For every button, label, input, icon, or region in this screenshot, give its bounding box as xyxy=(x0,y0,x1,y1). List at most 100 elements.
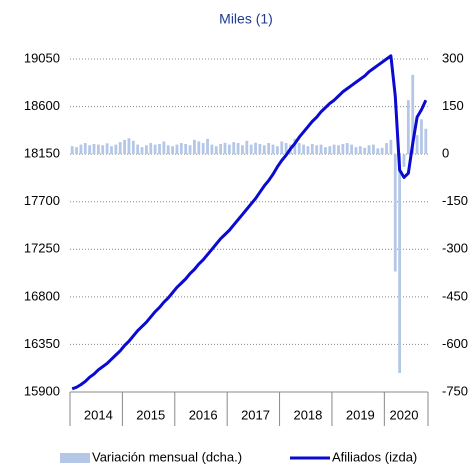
bar xyxy=(302,144,305,155)
bar xyxy=(324,147,327,155)
bar xyxy=(415,135,419,155)
bar xyxy=(110,146,113,155)
x-tick-label: 2019 xyxy=(346,407,375,422)
x-tick-label: 2014 xyxy=(84,407,113,422)
bar xyxy=(70,146,74,155)
bar xyxy=(75,147,78,155)
y-tick-label: 19050 xyxy=(24,50,60,65)
bar xyxy=(398,154,402,373)
bar xyxy=(96,144,100,155)
bar xyxy=(88,145,92,155)
bar xyxy=(267,143,271,155)
bar xyxy=(131,140,135,155)
y-tick-label: 18600 xyxy=(24,98,60,113)
bar xyxy=(241,145,244,155)
bar xyxy=(284,143,288,155)
y2-tick-label: 150 xyxy=(442,98,464,113)
bar xyxy=(188,145,192,155)
bar xyxy=(385,143,388,155)
bar xyxy=(350,144,353,155)
bar xyxy=(389,139,393,155)
x-tick-label: 2015 xyxy=(136,407,165,422)
bar xyxy=(101,145,105,155)
y-tick-label: 18150 xyxy=(24,146,60,161)
bar xyxy=(358,146,362,155)
line xyxy=(71,54,428,391)
bar xyxy=(341,143,345,155)
bar xyxy=(262,145,266,155)
bar xyxy=(197,141,201,155)
bar xyxy=(406,100,410,155)
bar xyxy=(345,143,349,155)
bar xyxy=(310,143,314,155)
legend-label: Afiliados (izda) xyxy=(332,449,417,464)
bar xyxy=(136,144,140,155)
bar xyxy=(424,128,428,155)
bar xyxy=(179,143,183,155)
bar xyxy=(118,142,122,155)
bar xyxy=(123,139,126,155)
x-tick-label: 2017 xyxy=(241,407,270,422)
y-tick-label: 17700 xyxy=(24,193,60,208)
bar xyxy=(184,143,188,155)
bar xyxy=(363,147,367,155)
bar xyxy=(79,144,83,155)
x-tick-label: 2020 xyxy=(390,407,419,422)
bar xyxy=(140,147,144,155)
legend-label: Variación mensual (dcha.) xyxy=(92,449,242,464)
bar xyxy=(210,144,214,155)
bar xyxy=(149,143,153,155)
bar xyxy=(214,146,218,155)
bar xyxy=(254,142,257,155)
chart-title: Miles (1) xyxy=(219,11,273,27)
y-tick-label: 16350 xyxy=(24,336,60,351)
x-tick-label: 2016 xyxy=(189,407,218,422)
bar xyxy=(280,141,284,155)
y2-tick-label: -150 xyxy=(442,193,468,208)
bar xyxy=(206,138,209,155)
bar xyxy=(232,142,236,155)
bar xyxy=(337,145,340,155)
bar xyxy=(367,145,371,155)
bar xyxy=(158,143,161,155)
bar xyxy=(201,143,205,155)
bar xyxy=(193,139,196,155)
bar xyxy=(236,143,240,155)
bar xyxy=(271,144,275,155)
bar xyxy=(393,154,397,272)
bar xyxy=(275,146,279,155)
bar xyxy=(227,144,231,155)
bar xyxy=(376,148,380,155)
bar xyxy=(175,144,179,155)
bar xyxy=(328,146,332,155)
legend-swatch xyxy=(60,453,90,463)
bar xyxy=(171,146,174,155)
bar xyxy=(258,143,262,155)
bar xyxy=(411,74,415,155)
bar xyxy=(105,143,109,155)
bar xyxy=(145,145,148,155)
y2-tick-label: -750 xyxy=(442,383,468,398)
bar xyxy=(293,138,297,155)
bar xyxy=(306,146,310,155)
y-tick-label: 16800 xyxy=(24,288,60,303)
y2-tick-label: -450 xyxy=(442,288,468,303)
bar xyxy=(319,144,323,155)
y2-tick-label: 0 xyxy=(442,146,449,161)
bar xyxy=(219,143,223,155)
y-tick-label: 15900 xyxy=(24,383,60,398)
bar xyxy=(332,144,336,155)
bar xyxy=(127,138,131,155)
bar xyxy=(402,154,406,167)
bar xyxy=(162,141,166,155)
bar xyxy=(372,144,375,155)
bar xyxy=(92,143,96,155)
bar xyxy=(380,147,384,155)
y2-tick-label: 300 xyxy=(442,50,464,65)
bar xyxy=(354,147,358,155)
bar xyxy=(153,144,157,155)
y2-tick-label: -600 xyxy=(442,336,468,351)
bar xyxy=(114,144,118,155)
bar xyxy=(223,142,227,155)
